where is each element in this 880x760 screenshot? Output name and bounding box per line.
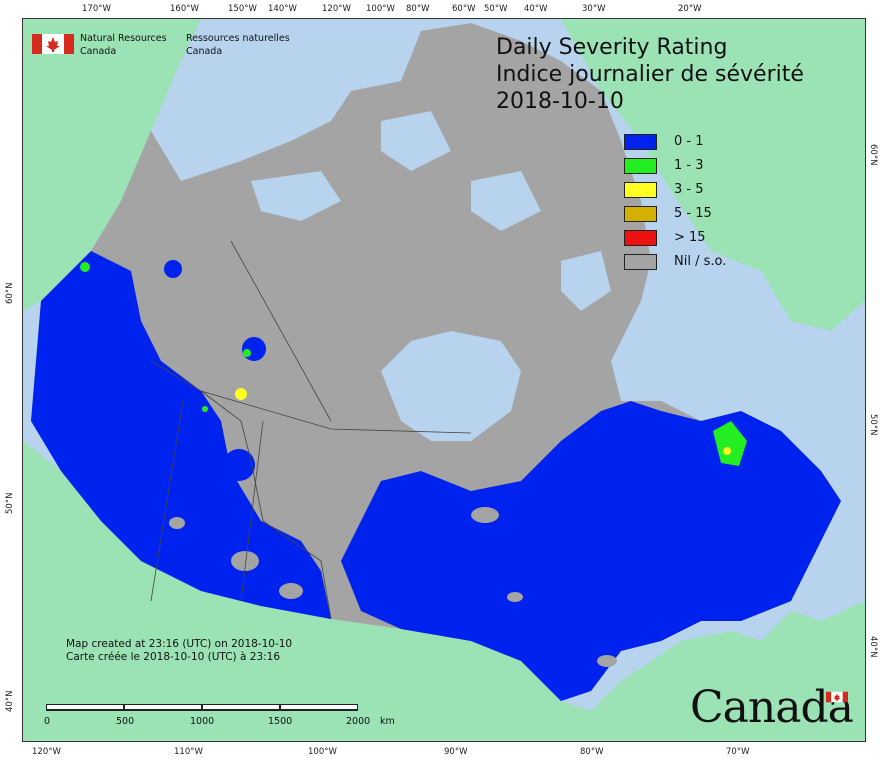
legend-label: 5 - 15	[674, 206, 712, 221]
high-severity-spot	[235, 388, 247, 400]
legend-swatch	[624, 134, 657, 150]
arctic-channel	[251, 171, 341, 221]
map-svg[interactable]	[23, 19, 865, 741]
bottom-tick: 100°W	[308, 747, 337, 757]
top-tick: 30°W	[582, 4, 606, 14]
arctic-channel	[381, 111, 451, 171]
scale-unit: km	[380, 716, 395, 727]
greenland-land	[561, 19, 865, 331]
top-tick: 100°W	[366, 4, 395, 14]
top-tick: 60°W	[452, 4, 476, 14]
scale-segment	[124, 704, 202, 710]
canada-flag-icon	[32, 34, 74, 54]
top-tick: 40°W	[524, 4, 548, 14]
scale-segment	[46, 704, 124, 710]
bottom-tick: 110°W	[174, 747, 203, 757]
moderate-severity-area	[713, 421, 747, 466]
left-tick: 60°N	[5, 282, 15, 304]
low-severity-west	[31, 251, 331, 619]
top-tick: 140°W	[268, 4, 297, 14]
scale-segment	[280, 704, 358, 710]
map-canvas[interactable]	[22, 18, 866, 742]
right-tick: 60°N	[868, 144, 878, 166]
top-tick: 50°W	[484, 4, 508, 14]
legend-label: > 15	[674, 230, 706, 245]
province-boundary	[150, 400, 184, 602]
province-boundary	[240, 420, 264, 602]
agency-name-en: Natural Resources Canada	[80, 32, 167, 58]
nil-patch	[471, 507, 499, 523]
agency-name-fr: Ressources naturelles Canada	[186, 32, 290, 58]
top-tick: 160°W	[170, 4, 199, 14]
left-tick: 40°N	[5, 690, 15, 712]
legend-label: Nil / s.o.	[674, 254, 727, 269]
scale-bar: 0 500 1000 1500 2000 km	[44, 704, 395, 727]
territory-boundary	[230, 240, 332, 422]
legend-label: 0 - 1	[674, 134, 704, 149]
top-tick: 80°W	[406, 4, 430, 14]
arctic-channel	[561, 251, 611, 311]
top-tick: 150°W	[228, 4, 257, 14]
credits-english: Map created at 23:16 (UTC) on 2018-10-10	[66, 638, 293, 650]
title-french: Indice journalier de sévérité	[496, 62, 804, 87]
legend-label: 1 - 3	[674, 158, 704, 173]
bottom-tick: 90°W	[444, 747, 468, 757]
agency-en-line1: Natural Resources	[80, 33, 167, 44]
high-severity-spot	[723, 447, 731, 455]
right-tick: 40°N	[868, 636, 878, 658]
legend-swatch	[624, 206, 657, 222]
low-severity-spot	[223, 449, 255, 481]
moderate-severity-spot	[80, 262, 90, 272]
hudson-bay	[381, 331, 521, 441]
legend-swatch	[624, 158, 657, 174]
legend-label: 3 - 5	[674, 182, 704, 197]
scale-segment	[202, 704, 280, 710]
map-credits: Map created at 23:16 (UTC) on 2018-10-10…	[66, 638, 292, 664]
agency-fr-line2: Canada	[186, 46, 223, 57]
moderate-severity-spot	[202, 406, 208, 412]
nil-patch	[597, 655, 617, 667]
map-date: 2018-10-10	[496, 89, 624, 114]
low-severity-east	[341, 401, 841, 701]
nil-patch	[507, 592, 523, 602]
legend-swatch	[624, 182, 657, 198]
top-tick: 170°W	[82, 4, 111, 14]
bottom-tick: 80°W	[580, 747, 604, 757]
legend-swatch	[624, 230, 657, 246]
left-tick: 50°N	[5, 492, 15, 514]
agency-fr-line1: Ressources naturelles	[186, 33, 290, 44]
scale-label: 1000	[190, 716, 215, 727]
arctic-channel	[471, 171, 541, 231]
usa-land	[23, 441, 865, 741]
right-tick: 50°N	[868, 414, 878, 436]
alaska-land	[23, 19, 201, 311]
credits-french: Carte créée le 2018-10-10 (UTC) à 23:16	[66, 651, 281, 663]
moderate-severity-spot	[243, 349, 251, 357]
low-severity-spot	[242, 337, 266, 361]
title-english: Daily Severity Rating	[496, 35, 728, 60]
scale-baseline	[46, 710, 358, 711]
scale-label: 2000	[346, 716, 371, 727]
bottom-tick: 70°W	[726, 747, 750, 757]
map-title: Daily Severity Rating Indice journalier …	[496, 34, 804, 115]
canada-wordmark: Canada	[690, 682, 854, 733]
top-tick: 120°W	[322, 4, 351, 14]
territory-boundary	[200, 390, 472, 434]
wordmark-flag-icon	[826, 691, 848, 703]
scale-label: 1500	[268, 716, 293, 727]
scale-label: 500	[116, 716, 135, 727]
agency-en-line2: Canada	[80, 46, 117, 57]
nil-patch	[169, 517, 185, 529]
legend-swatch	[624, 254, 657, 270]
top-tick: 20°W	[678, 4, 702, 14]
nil-patch	[231, 551, 259, 571]
scale-label: 0	[44, 716, 51, 727]
bottom-tick: 120°W	[32, 747, 61, 757]
nil-patch	[279, 583, 303, 599]
low-severity-spot	[164, 260, 182, 278]
